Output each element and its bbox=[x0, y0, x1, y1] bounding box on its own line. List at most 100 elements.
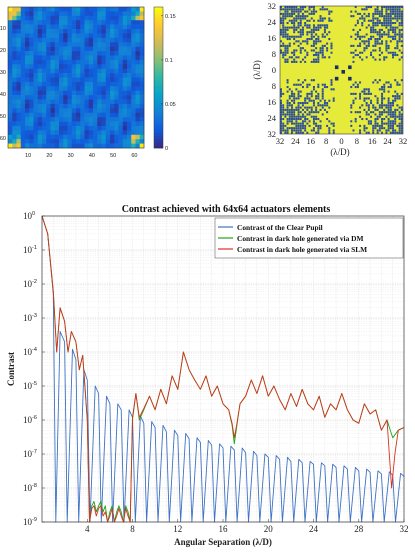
heatmap-actuators-cell bbox=[16, 95, 22, 100]
heatmap-actuators-cell bbox=[118, 55, 124, 61]
heatmap-lambda-cell bbox=[376, 42, 379, 45]
heatmap-lambda-cell bbox=[389, 35, 392, 38]
heatmap-lambda-cell bbox=[297, 10, 300, 13]
heatmap-actuators-cell bbox=[54, 95, 60, 100]
heatmap-actuators-cell bbox=[80, 64, 85, 69]
heatmap-lambda-cell bbox=[328, 12, 331, 15]
heatmap-lambda-core-dot bbox=[334, 76, 339, 81]
heatmap-lambda-cell bbox=[326, 47, 329, 50]
heatmap-actuators-cell bbox=[76, 11, 81, 17]
heatmap-actuators-cell bbox=[131, 130, 136, 136]
heatmap-lambda-cell bbox=[398, 38, 401, 41]
heatmap-lambda-cell bbox=[280, 40, 282, 43]
heatmap-lambda-cell bbox=[299, 122, 302, 125]
heatmap-lambda-cell bbox=[350, 51, 353, 54]
heatmap-actuators-cell bbox=[76, 125, 81, 131]
heatmap-actuators-cell bbox=[8, 125, 13, 131]
heatmap-lambda-cell bbox=[392, 131, 394, 134]
heatmap-actuators-cell bbox=[42, 46, 47, 52]
heatmap-actuators-cell bbox=[76, 46, 81, 52]
heatmap-lambda-cell bbox=[293, 28, 296, 31]
heatmap-actuators-cell bbox=[88, 134, 94, 140]
heatmap-lambda-cell bbox=[328, 56, 331, 59]
heatmap-lambda-cell bbox=[290, 6, 293, 9]
heatmap-lambda-cell bbox=[392, 122, 394, 125]
heatmap-lambda-cell bbox=[389, 127, 392, 130]
heatmap-lambda-cell bbox=[295, 28, 298, 31]
heatmap-lambda-cell bbox=[321, 17, 324, 20]
heatmap-lambda-cell bbox=[321, 90, 324, 93]
heatmap-actuators-cell bbox=[59, 117, 64, 122]
heatmap-lambda-cell bbox=[304, 124, 307, 127]
heatmap-actuators-cell bbox=[29, 103, 34, 109]
heatmap-lambda-cell bbox=[319, 47, 322, 50]
heatmap-lambda-cell bbox=[315, 51, 318, 54]
heatmap-actuators-cell bbox=[16, 15, 22, 21]
colorbar-segment bbox=[154, 77, 163, 81]
heatmap-actuators-cell bbox=[84, 15, 90, 21]
heatmap-lambda-cell bbox=[293, 83, 296, 86]
heatmap-lambda-cell bbox=[319, 51, 322, 54]
heatmap-actuators-cell bbox=[29, 134, 34, 140]
heatmap-actuators-cell bbox=[105, 37, 111, 43]
heatmap-actuators-cell bbox=[135, 77, 141, 83]
heatmap-actuators-cell bbox=[131, 86, 136, 92]
heatmap-actuators-cell bbox=[122, 73, 128, 78]
heatmap-lambda-cell bbox=[378, 19, 381, 22]
heatmap-actuators-cell bbox=[63, 20, 68, 25]
heatmap-actuators-cell bbox=[50, 77, 56, 83]
heatmap-actuators-cell bbox=[16, 108, 22, 114]
heatmap-lambda-cell bbox=[290, 122, 293, 125]
heatmap-actuators-cell bbox=[88, 64, 94, 69]
heatmap-actuators-cell bbox=[118, 125, 124, 131]
heatmap-lambda-cell bbox=[398, 17, 401, 20]
heatmap-lambda-cell bbox=[312, 12, 315, 15]
heatmap-actuators-cell bbox=[84, 64, 90, 69]
heatmap-lambda-cell bbox=[293, 49, 296, 52]
heatmap-lambda-cell bbox=[323, 26, 326, 29]
heatmap-actuators-cell bbox=[127, 95, 132, 100]
heatmap-actuators-cell bbox=[139, 81, 145, 87]
heatmap-lambda-cell bbox=[321, 83, 324, 86]
heatmap-lambda-cell bbox=[288, 42, 291, 45]
heatmap-lambda-cell bbox=[288, 120, 291, 123]
heatmap-lambda-cell bbox=[381, 106, 384, 109]
heatmap-actuators-cell bbox=[131, 51, 136, 56]
heatmap-lambda-cell bbox=[282, 19, 285, 22]
colorbar-segment bbox=[154, 54, 163, 57]
heatmap-lambda-cell bbox=[350, 104, 353, 107]
heatmap-lambda-cell bbox=[374, 49, 377, 52]
heatmap-actuators-cell bbox=[59, 103, 64, 109]
heatmap-actuators-cell bbox=[97, 20, 102, 25]
heatmap-actuators-cell bbox=[127, 108, 132, 114]
heatmap-lambda-cell bbox=[383, 108, 386, 111]
heatmap-actuators-cell bbox=[110, 42, 115, 47]
heatmap-lambda-cell bbox=[396, 15, 399, 18]
heatmap-lambda-cell bbox=[306, 131, 309, 134]
heatmap-actuators-cell bbox=[118, 134, 124, 140]
heatmap-lambda-cell bbox=[392, 99, 394, 102]
heatmap-actuators-cell bbox=[88, 125, 94, 131]
heatmap-lambda-cell bbox=[372, 35, 375, 38]
heatmap-actuators-cell bbox=[118, 139, 124, 144]
heatmap-lambda-cell bbox=[354, 120, 357, 123]
heatmap-actuators-cell bbox=[25, 55, 30, 61]
heatmap-lambda-cell bbox=[288, 111, 291, 114]
heatmap-lambda-cell bbox=[374, 22, 377, 25]
heatmap-lambda-cell bbox=[304, 40, 307, 43]
heatmap-lambda-cell bbox=[288, 88, 291, 91]
heatmap-actuators-cell bbox=[42, 59, 47, 65]
heatmap-actuators-cell bbox=[101, 20, 107, 25]
heatmap-actuators-cell bbox=[80, 112, 85, 118]
heatmap-actuators-cell bbox=[37, 112, 43, 118]
heatmap-lambda-cell bbox=[323, 99, 326, 102]
heatmap-actuators-cell bbox=[105, 51, 111, 56]
heatmap-actuators-cell bbox=[93, 95, 98, 100]
heatmap-actuators-cell bbox=[16, 24, 22, 30]
heatmap-lambda-cell bbox=[297, 8, 300, 11]
heatmap-actuators-cell bbox=[127, 121, 132, 127]
heatmap-lambda-cell bbox=[295, 106, 298, 109]
heatmap-lambda-cell bbox=[321, 95, 324, 98]
heatmap-actuators-cell bbox=[110, 139, 115, 144]
heatmap-actuators-cell bbox=[8, 51, 13, 56]
